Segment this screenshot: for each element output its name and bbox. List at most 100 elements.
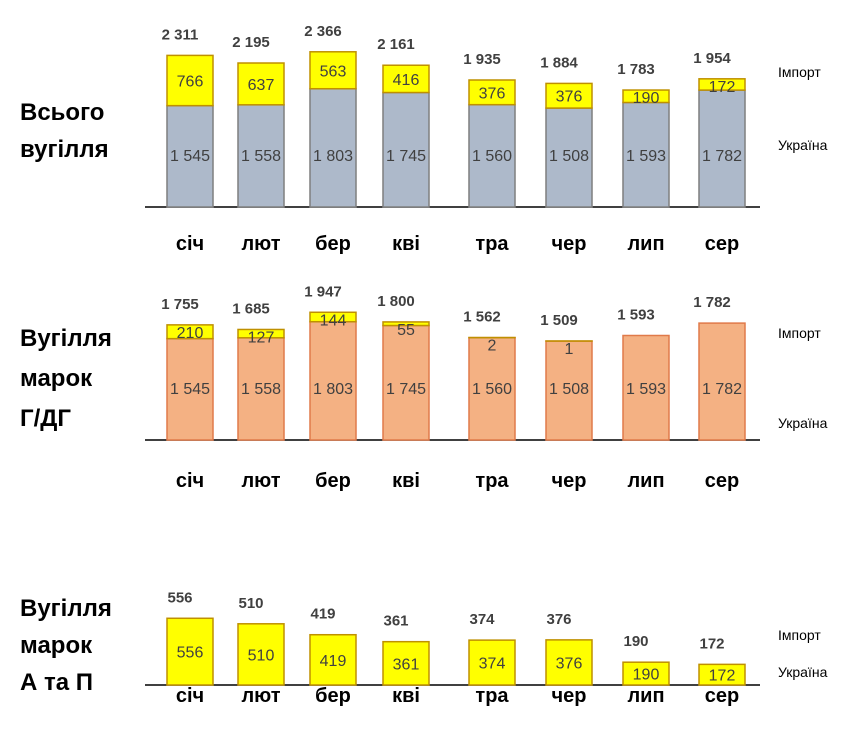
total-label: 1 954 (693, 50, 731, 67)
bar-import (622, 661, 670, 686)
chart-panel-1: Всього вугілля 1 545 766 2 311 січ 1 558 637 2 1… (20, 23, 828, 255)
chart-panel-3: Вугілля марок А та П 556 556 січ 510 510 лют 419 4… (20, 589, 828, 707)
total-label: 1 884 (540, 54, 578, 71)
total-label: 1 509 (540, 312, 578, 329)
bar-import (382, 321, 430, 327)
total-label: 1 593 (617, 306, 655, 323)
bar-import (237, 328, 285, 339)
category-label: тра (475, 685, 509, 707)
data-label-import: 376 (556, 655, 583, 672)
row-label: Г/ДГ (20, 405, 71, 432)
total-label: 1 800 (377, 293, 415, 310)
data-label-ukraine: 1 782 (702, 381, 742, 398)
total-label: 374 (469, 611, 495, 628)
bar-ukraine (382, 324, 430, 441)
total-label: 510 (238, 595, 263, 612)
total-label: 190 (623, 633, 648, 650)
total-label: 172 (699, 635, 724, 652)
row-label: Вугілля (20, 595, 112, 622)
total-label: 1 685 (232, 300, 270, 317)
data-label-ukraine: 1 558 (241, 148, 281, 165)
data-label-ukraine: 1 782 (702, 148, 742, 165)
bar-import (545, 639, 593, 686)
bar-import (545, 82, 593, 109)
category-label: січ (176, 685, 204, 707)
data-label-ukraine: 1 745 (386, 381, 426, 398)
data-label-import: 172 (709, 79, 736, 96)
bar-import (309, 311, 357, 323)
total-label: 419 (310, 606, 335, 623)
data-label-ukraine: 1 508 (549, 381, 589, 398)
row-label: Всього (20, 99, 104, 126)
category-label: бер (315, 470, 351, 492)
data-label-ukraine: 1 593 (626, 381, 666, 398)
category-label: чер (552, 685, 587, 707)
bar-import (698, 663, 746, 686)
category-label: кві (392, 685, 420, 707)
total-label: 556 (167, 589, 192, 606)
data-label-import: 416 (393, 72, 420, 89)
data-label-import: 144 (320, 312, 347, 329)
data-label-import: 1 (565, 341, 574, 358)
data-label-ukraine: 1 508 (549, 148, 589, 165)
category-label: лип (627, 685, 664, 707)
data-label-import: 2 (488, 338, 497, 355)
total-label: 2 366 (304, 23, 342, 40)
data-label-import: 361 (393, 656, 420, 673)
bar-import (166, 324, 214, 340)
category-label: бер (315, 685, 351, 707)
data-label-ukraine: 1 593 (626, 148, 666, 165)
data-label-import: 766 (177, 74, 204, 91)
total-label: 1 562 (463, 309, 501, 326)
category-label: чер (552, 470, 587, 492)
bar-import (166, 54, 214, 107)
data-label-import: 210 (177, 325, 204, 342)
bar-import (468, 639, 516, 686)
bar-import (698, 78, 746, 91)
data-label-import: 374 (479, 656, 506, 673)
bar-ukraine (309, 87, 357, 208)
bar-import (382, 64, 430, 94)
total-label: 2 161 (377, 36, 415, 53)
bar-import (237, 623, 285, 686)
total-label: 1 755 (161, 296, 199, 313)
total-label: 1 782 (693, 294, 731, 311)
data-label-ukraine: 1 545 (170, 148, 210, 165)
total-label: 1 783 (617, 61, 655, 78)
bar-ukraine (545, 340, 593, 441)
row-label: вугілля (20, 136, 109, 163)
data-label-import: 55 (397, 322, 415, 339)
bar-ukraine (622, 101, 670, 208)
bar-import (622, 89, 670, 104)
data-label-import: 190 (633, 667, 660, 684)
data-label-import: 127 (248, 329, 275, 346)
legend-import: Імпорт (778, 627, 821, 643)
data-label-ukraine: 1 560 (472, 148, 512, 165)
category-label: сер (705, 685, 739, 707)
bar-ukraine (468, 103, 516, 208)
total-label: 376 (546, 611, 571, 628)
bar-ukraine (382, 91, 430, 208)
bar-import (309, 51, 357, 90)
data-label-import: 637 (248, 77, 275, 94)
category-label: лип (627, 470, 664, 492)
data-label-ukraine: 1 545 (170, 381, 210, 398)
bar-ukraine (698, 322, 746, 441)
data-label-import: 376 (479, 85, 506, 102)
data-label-ukraine: 1 558 (241, 381, 281, 398)
bar-ukraine (166, 104, 214, 208)
legend-import: Імпорт (778, 325, 821, 341)
bar-ukraine (309, 320, 357, 441)
legend-ukraine: Україна (778, 664, 828, 680)
bar-ukraine (237, 337, 285, 441)
bar-ukraine (468, 336, 516, 441)
chart-panel-2: Вугілля марок Г/ДГ 1 545 210 1 755 січ 1 558 127… (20, 283, 828, 492)
legend-ukraine: Україна (778, 415, 828, 431)
category-label: бер (315, 233, 351, 255)
data-label-ukraine: 1 560 (472, 381, 512, 398)
total-label: 361 (383, 613, 408, 630)
category-label: лют (241, 470, 280, 492)
legend-ukraine: Україна (778, 137, 828, 153)
category-label: січ (176, 470, 204, 492)
